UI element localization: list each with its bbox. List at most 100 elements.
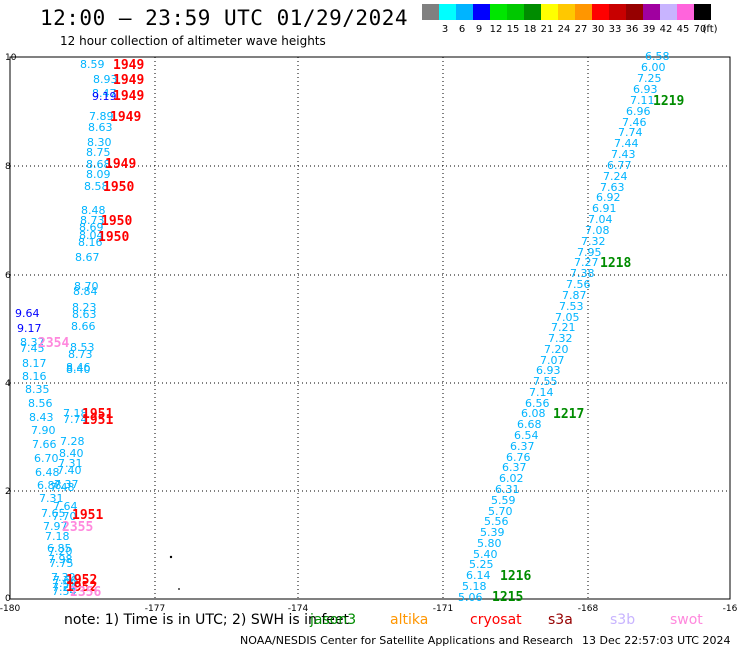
wave-height-value: 7.11 [630, 94, 655, 107]
y-tick-label: 4 [5, 379, 11, 389]
wave-height-value: 7.63 [600, 181, 625, 194]
x-tick-label: -177 [145, 604, 165, 614]
pass-time-label: 1952 [66, 573, 97, 588]
wave-height-value: 8.46 [66, 361, 91, 374]
wave-height-value: 6.37 [502, 461, 527, 474]
wave-height-value: 6.14 [466, 569, 491, 582]
wave-height-value: 7.48 [50, 481, 75, 494]
y-tick-label: 8 [5, 162, 11, 172]
legend-label: 18 [523, 24, 537, 35]
marker-dot [169, 555, 173, 559]
wave-height-value: 9.17 [17, 322, 42, 335]
wave-height-value: 7.74 [63, 413, 88, 426]
wave-height-value: 8.16 [78, 236, 103, 249]
pass-time-label: 1949 [105, 157, 136, 172]
wave-height-value: 6.31 [495, 483, 520, 496]
wave-height-value: 7.44 [614, 137, 639, 150]
wave-height-value: 8.84 [73, 285, 98, 298]
wave-height-value: 7.43 [611, 148, 636, 161]
legend-label: 15 [506, 24, 520, 35]
pass-time-label: 2355 [62, 520, 93, 535]
wave-height-value: 7.31 [39, 492, 64, 505]
wave-height-value: 8.04 [79, 229, 104, 242]
legend-label: 24 [557, 24, 571, 35]
legend-label: 27 [574, 24, 588, 35]
wave-height-value: 8.09 [86, 168, 111, 181]
wave-height-value: 7.25 [637, 72, 662, 85]
map-frame [9, 56, 731, 600]
pass-time-label: 1951 [82, 413, 113, 428]
x-tick-label: -174 [288, 604, 309, 614]
y-tick-label: 10 [5, 53, 17, 63]
legend-label: 45 [676, 24, 690, 35]
wave-height-value: 7.46 [622, 116, 647, 129]
pass-time-label: 1950 [98, 230, 129, 245]
credit-text: NOAA/NESDIS Center for Satellite Applica… [240, 634, 574, 647]
wave-height-value: 8.73 [80, 214, 105, 227]
legend-unit: (ft) [702, 24, 718, 35]
generated-timestamp: 13 Dec 22:57:03 UTC 2024 [582, 634, 731, 647]
wave-height-value: 6.93 [633, 83, 658, 96]
wave-height-value: 8.63 [88, 121, 113, 134]
wave-height-value: 6.37 [510, 440, 535, 453]
wave-height-value: 5.56 [484, 515, 509, 528]
wave-height-value: 6.00 [641, 61, 666, 74]
satellite-label-cryosat: cryosat [470, 612, 522, 628]
page-subtitle: 12 hour collection of altimeter wave hei… [60, 34, 326, 48]
wave-height-value: 6.56 [525, 397, 550, 410]
wave-height-value: 7.20 [48, 545, 73, 558]
wave-height-value: 5.18 [462, 580, 487, 593]
note-text: note: 1) Time is in UTC; 2) SWH is in fe… [64, 612, 350, 628]
wave-height-value: 7.18 [45, 530, 70, 543]
pass-time-label: 1219 [653, 94, 684, 109]
wave-height-value: 5.06 [458, 591, 483, 604]
wave-height-value: 5.80 [477, 537, 502, 550]
wave-height-value: 6.76 [506, 451, 531, 464]
wave-height-value: 8.23 [72, 301, 97, 314]
wave-height-value: 7.70 [52, 510, 77, 523]
wave-height-value: 7.75 [49, 557, 74, 570]
wave-height-value: 8.67 [75, 251, 100, 264]
wave-height-value: 8.66 [71, 320, 96, 333]
wave-height-value: 7.32 [548, 332, 573, 345]
legend-label: 70 [693, 24, 707, 35]
wave-height-value: 7.54 [52, 585, 77, 598]
wave-height-value: 6.58 [645, 50, 670, 63]
wave-height-value: 7.45 [20, 342, 45, 355]
pass-time-label: 2356 [70, 585, 101, 600]
legend-label: 30 [591, 24, 605, 35]
wave-height-value: 9.64 [15, 307, 40, 320]
pass-time-label: 1951 [72, 508, 103, 523]
wave-height-value: 7.56 [566, 278, 591, 291]
wave-height-value: 5.70 [488, 505, 513, 518]
wave-height-value: 7.97 [43, 520, 68, 533]
wave-height-value: 7.66 [32, 438, 57, 451]
wave-height-value: 7.28 [60, 435, 85, 448]
x-tick-label: -180 [0, 604, 20, 614]
pass-time-label: 1949 [113, 73, 144, 88]
wave-height-value: 7.04 [588, 213, 613, 226]
wave-height-value: 7.74 [618, 126, 643, 139]
page-title: 12:00 — 23:59 UTC 01/29/2024 [40, 6, 409, 30]
satellite-label-swot: swot [670, 612, 703, 628]
wave-height-value: 8.53 [70, 341, 95, 354]
wave-height-value: 7.38 [570, 267, 595, 280]
legend-label: 33 [608, 24, 622, 35]
wave-height-value: 6.68 [517, 418, 542, 431]
wave-height-value: 8.37 [20, 336, 45, 349]
wave-height-value: 8.93 [93, 73, 118, 86]
satellite-label-jason3: jason3 [310, 612, 357, 628]
wave-height-value: 7.90 [31, 424, 56, 437]
wave-height-value: 7.27 [574, 256, 599, 269]
wave-height-value: 7.89 [89, 110, 114, 123]
wave-height-value: 8.59 [80, 58, 105, 71]
pass-time-label: 1217 [553, 407, 584, 422]
wave-height-value: 6.91 [592, 202, 617, 215]
wave-height-value: 6.88 [37, 479, 62, 492]
wave-height-value: 7.05 [555, 311, 580, 324]
wave-height-value: 5.25 [469, 558, 494, 571]
wave-height-value: 7.95 [577, 246, 602, 259]
wave-height-value: 8.40 [66, 363, 91, 376]
wave-height-value: 8.30 [87, 136, 112, 149]
